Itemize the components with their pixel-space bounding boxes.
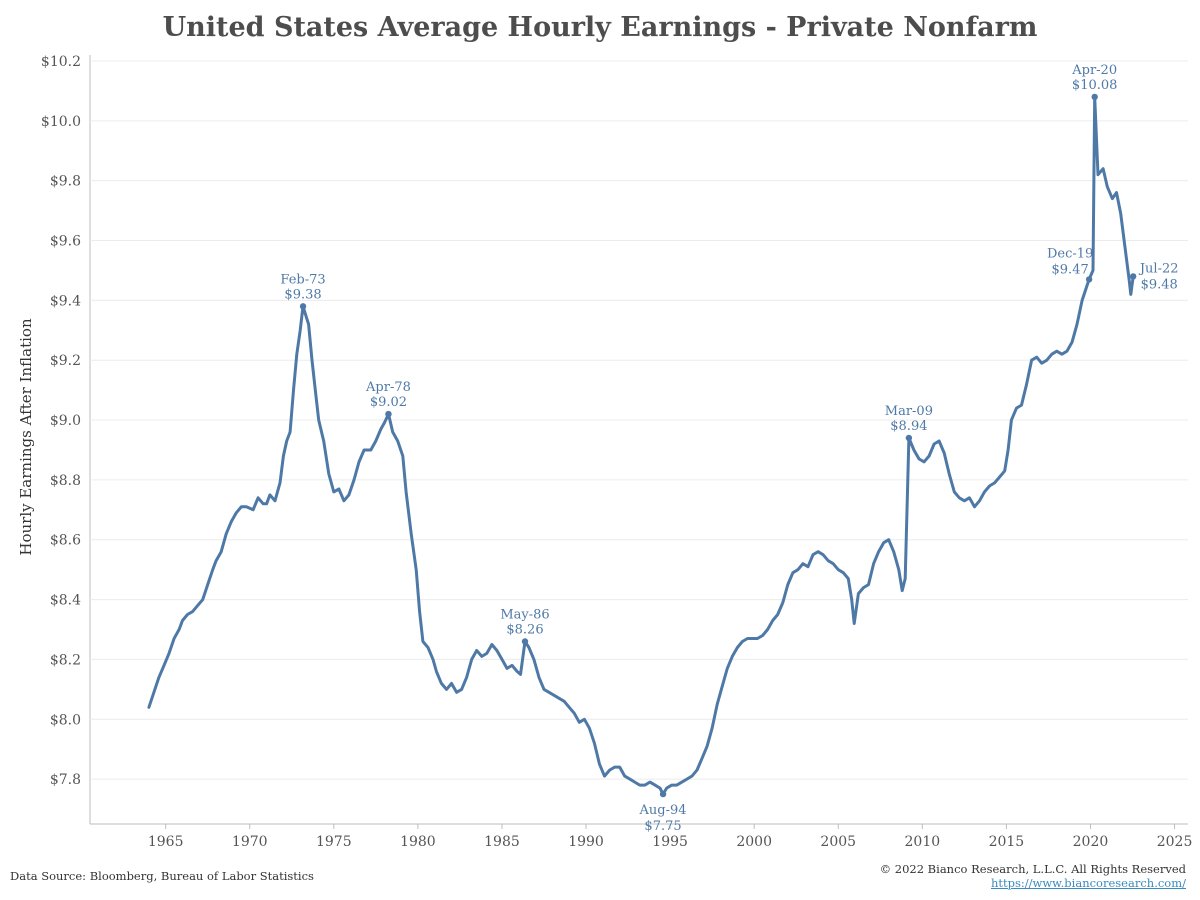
y-tick-label: $8.4 (50, 593, 81, 609)
y-tick-label: $8.8 (50, 473, 81, 489)
annotation-value: $9.47 (1052, 262, 1089, 277)
annotation-value: $9.02 (370, 395, 407, 410)
y-tick-label: $9.4 (50, 293, 81, 309)
series-line (147, 95, 1135, 796)
annotation-date: Jul-22 (1138, 261, 1179, 276)
y-tick-label: $9.6 (50, 234, 81, 250)
x-tick-label: 1985 (484, 834, 520, 850)
annotation-date: Apr-78 (365, 380, 411, 395)
annotation-value: $7.75 (644, 819, 681, 834)
x-tick-label: 2005 (820, 834, 856, 850)
y-tick-labels: $7.8 $8.0 $8.2 $8.4 $8.6 $8.8 $9.0 $9.2 $9.4 $9.6… (41, 54, 81, 788)
annotation-marker (659, 790, 667, 798)
x-tick-label: 1975 (316, 834, 352, 850)
annotation-date: Feb-73 (280, 272, 325, 287)
y-tick-label: $9.8 (50, 174, 81, 190)
annotation-date: Mar-09 (885, 404, 933, 419)
annotations: Feb-73$9.38Apr-78$9.02May-86$8.26Aug-94$… (280, 63, 1178, 834)
annotation-marker (905, 434, 913, 442)
x-tick-label: 2010 (905, 834, 941, 850)
y-tick-label: $10.0 (41, 114, 81, 130)
x-tick-label: 1965 (148, 834, 184, 850)
x-tick-label: 2025 (1157, 834, 1193, 850)
copyright-note: © 2022 Bianco Research, L.L.C. All Right… (879, 862, 1186, 876)
x-tick-label: 1995 (652, 834, 688, 850)
annotation-date: Apr-20 (1071, 63, 1117, 78)
x-tick-label: 2000 (736, 834, 772, 850)
x-tick-label: 1970 (232, 834, 268, 850)
annotation-value: $9.48 (1141, 277, 1178, 292)
x-tick-label: 1980 (400, 834, 436, 850)
annotation-date: May-86 (500, 607, 549, 622)
y-tick-label: $9.0 (50, 413, 81, 429)
annotation-marker (385, 410, 392, 418)
chart-title: United States Average Hourly Earnings - … (162, 12, 1038, 43)
x-tick-label: 2015 (989, 834, 1025, 850)
annotation-value: $9.38 (284, 287, 321, 302)
annotation-value: $10.08 (1072, 78, 1118, 93)
annotation-marker (299, 303, 307, 310)
y-tick-label: $8.6 (50, 533, 81, 549)
y-axis-label: Hourly Earnings After Inflation (17, 318, 35, 556)
y-tick-label: $8.2 (50, 652, 81, 668)
annotation-marker (521, 638, 529, 645)
y-tick-label: $8.0 (50, 712, 81, 728)
y-tick-label: $7.8 (50, 772, 81, 788)
annotation-marker (1085, 276, 1093, 283)
x-tick-label: 2020 (1073, 834, 1109, 850)
grid-lines (90, 60, 1188, 780)
x-tick-labels: 1965 1970 1975 1980 1985 1990 1995 2000 2005 2010… (148, 824, 1193, 850)
annotation-marker (1091, 93, 1098, 101)
y-tick-label: $9.2 (50, 353, 81, 369)
annotation-date: Aug-94 (639, 803, 687, 818)
annotation-value: $8.26 (506, 622, 543, 637)
y-tick-label: $10.2 (41, 54, 81, 70)
website-link[interactable]: https://www.biancoresearch.com/ (990, 876, 1186, 890)
annotation-value: $8.94 (890, 419, 927, 434)
x-tick-label: 1990 (568, 834, 604, 850)
annotation-date: Dec-19 (1047, 246, 1093, 261)
data-source-note: Data Source: Bloomberg, Bureau of Labor … (10, 869, 314, 883)
annotation-marker (1129, 273, 1137, 280)
